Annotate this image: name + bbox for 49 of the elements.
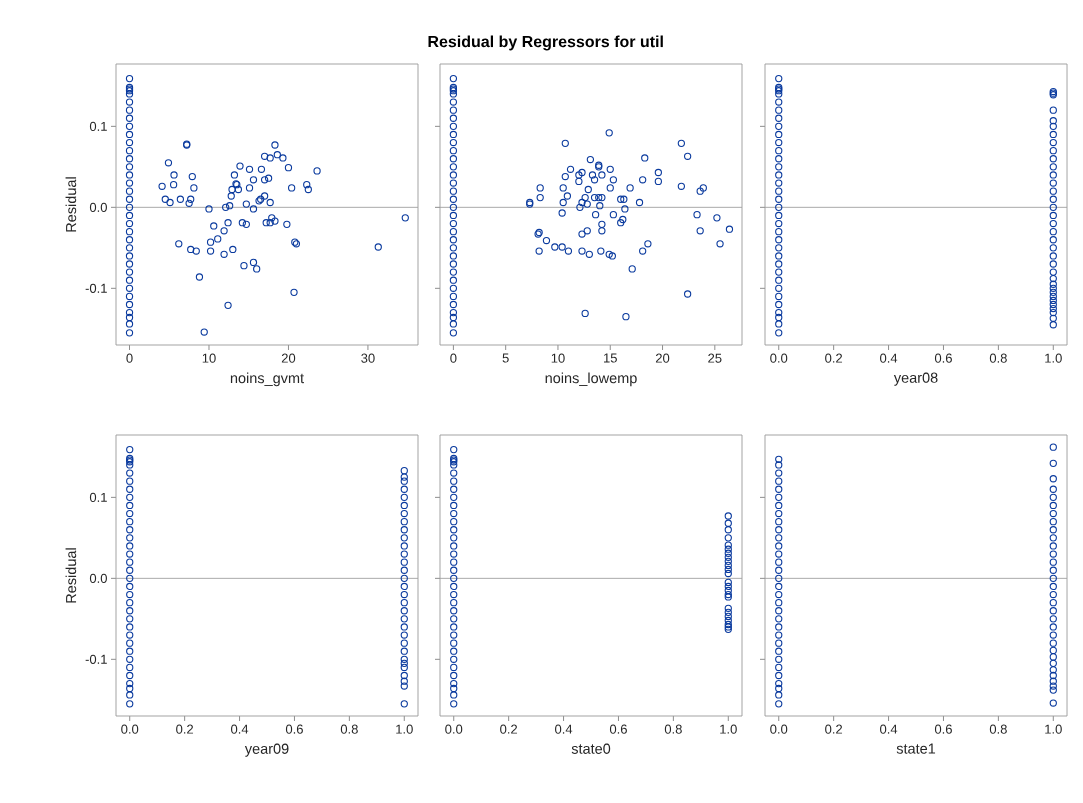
chart-title: Residual by Regressors for util (428, 35, 663, 51)
x-axis-title: year09 (244, 743, 289, 757)
x-tick-label: 0.2 (825, 353, 843, 363)
x-tick-label: 1.0 (1045, 724, 1062, 734)
x-axis-title: year08 (893, 372, 938, 386)
x-tick-label: 10 (551, 353, 565, 363)
x-tick-label: 15 (604, 353, 617, 363)
y-axis-title: Residual (65, 548, 77, 603)
x-tick-label: 0.6 (609, 724, 627, 734)
x-tick-label: 10 (202, 353, 216, 363)
x-tick-label: 0.8 (664, 724, 682, 734)
x-tick-label: 0.4 (880, 724, 898, 734)
x-tick-label: 0.6 (285, 724, 303, 734)
y-tick-label: 0.0 (89, 202, 107, 212)
x-tick-label: 0 (450, 353, 457, 363)
x-tick-label: 0.8 (989, 353, 1007, 363)
x-tick-label: 0.4 (555, 724, 573, 734)
x-tick-label: 1.0 (1045, 353, 1062, 363)
x-tick-label: 30 (361, 353, 375, 363)
x-tick-label: 1.0 (396, 724, 413, 734)
x-axis-title: noins_lowemp (545, 372, 637, 387)
x-tick-label: 0.4 (231, 724, 249, 734)
y-tick-label: 0.1 (89, 121, 107, 131)
x-tick-label: 0.0 (121, 724, 139, 734)
x-tick-label: 0.0 (445, 724, 463, 734)
y-axis-title: Residual (65, 177, 77, 232)
x-tick-label: 20 (281, 353, 296, 363)
x-tick-label: 5 (502, 353, 509, 363)
y-tick-label: -0.1 (85, 283, 107, 293)
y-tick-label: 0.0 (89, 573, 107, 583)
x-tick-label: 0 (126, 353, 133, 363)
x-tick-label: 25 (708, 353, 722, 363)
x-tick-label: 0.0 (770, 724, 788, 734)
x-axis-title: noins_gvmt (230, 372, 304, 387)
x-tick-label: 0.0 (770, 353, 788, 363)
y-tick-label: 0.1 (89, 492, 107, 502)
x-tick-label: 20 (655, 353, 670, 363)
x-tick-label: 0.8 (989, 724, 1007, 734)
x-tick-label: 0.6 (934, 353, 952, 363)
y-tick-label: -0.1 (85, 654, 107, 664)
x-tick-label: 0.2 (500, 724, 518, 734)
x-tick-label: 0.2 (825, 724, 843, 734)
x-tick-label: 0.6 (934, 724, 952, 734)
x-axis-title: state1 (896, 743, 936, 754)
x-tick-label: 0.2 (176, 724, 194, 734)
x-axis-title: state0 (571, 743, 611, 754)
x-tick-label: 0.4 (880, 353, 898, 363)
x-tick-label: 0.8 (340, 724, 358, 734)
x-tick-label: 1.0 (720, 724, 737, 734)
